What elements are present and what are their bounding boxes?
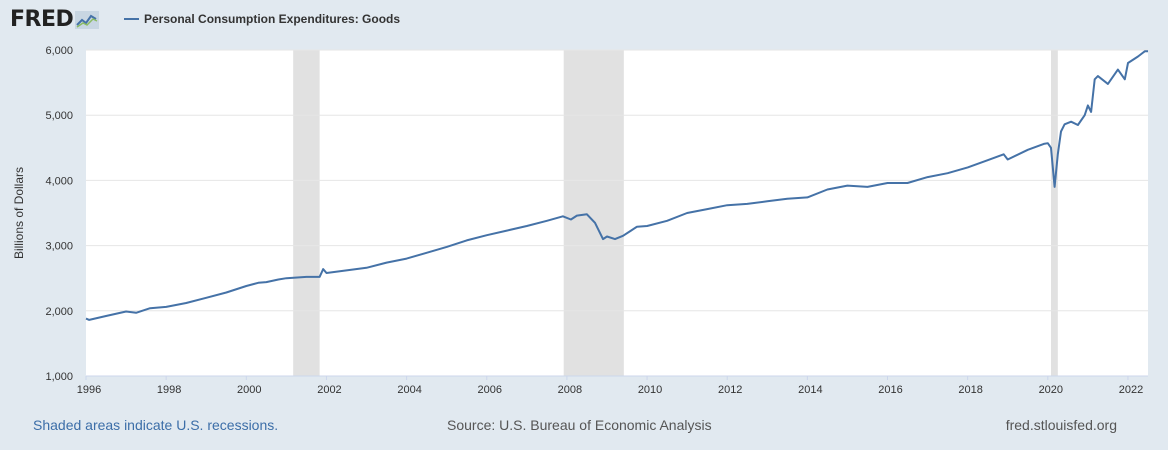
x-tick-label-1: 1998 <box>157 384 181 396</box>
x-tick-label-4: 2004 <box>397 384 421 396</box>
legend-line-swatch <box>124 18 139 20</box>
y-tick-label-2: 3,000 <box>45 241 73 253</box>
y-tick-label-3: 4,000 <box>45 175 73 187</box>
x-tick-label-2: 2000 <box>237 384 261 396</box>
x-tick-label-5: 2006 <box>478 384 502 396</box>
recession-band-2 <box>1051 50 1058 376</box>
x-tick-label-8: 2012 <box>718 384 742 396</box>
recession-band-1 <box>563 50 624 376</box>
y-tick-label-0: 1,000 <box>45 371 73 383</box>
x-tick-label-13: 2022 <box>1119 384 1143 396</box>
y-tick-label-4: 5,000 <box>45 110 73 122</box>
x-tick-label-6: 2008 <box>558 384 582 396</box>
x-tick-label-3: 2002 <box>317 384 341 396</box>
fred-chart-icon <box>75 10 100 29</box>
site-link[interactable]: fred.stlouisfed.org <box>1005 417 1117 433</box>
x-tick-label-9: 2014 <box>798 384 822 396</box>
x-tick-label-0: 1996 <box>77 384 101 396</box>
logo-text: FRED <box>10 7 74 32</box>
y-tick-label-1: 2,000 <box>45 306 73 318</box>
y-tick-label-5: 6,000 <box>45 45 73 57</box>
x-tick-label-10: 2016 <box>878 384 902 396</box>
x-tick-label-12: 2020 <box>1039 384 1063 396</box>
recession-band-0 <box>293 50 320 376</box>
series-line-0[interactable] <box>85 50 1148 321</box>
legend-label: Personal Consumption Expenditures: Goods <box>144 12 401 26</box>
legend[interactable]: Personal Consumption Expenditures: Goods <box>124 12 400 26</box>
fred-logo[interactable]: FRED <box>10 7 100 32</box>
source-text: Source: U.S. Bureau of Economic Analysis <box>447 417 712 433</box>
x-tick-label-11: 2018 <box>958 384 982 396</box>
x-tick-label-7: 2010 <box>638 384 662 396</box>
recession-note-link[interactable]: Shaded areas indicate U.S. recessions. <box>33 417 279 433</box>
